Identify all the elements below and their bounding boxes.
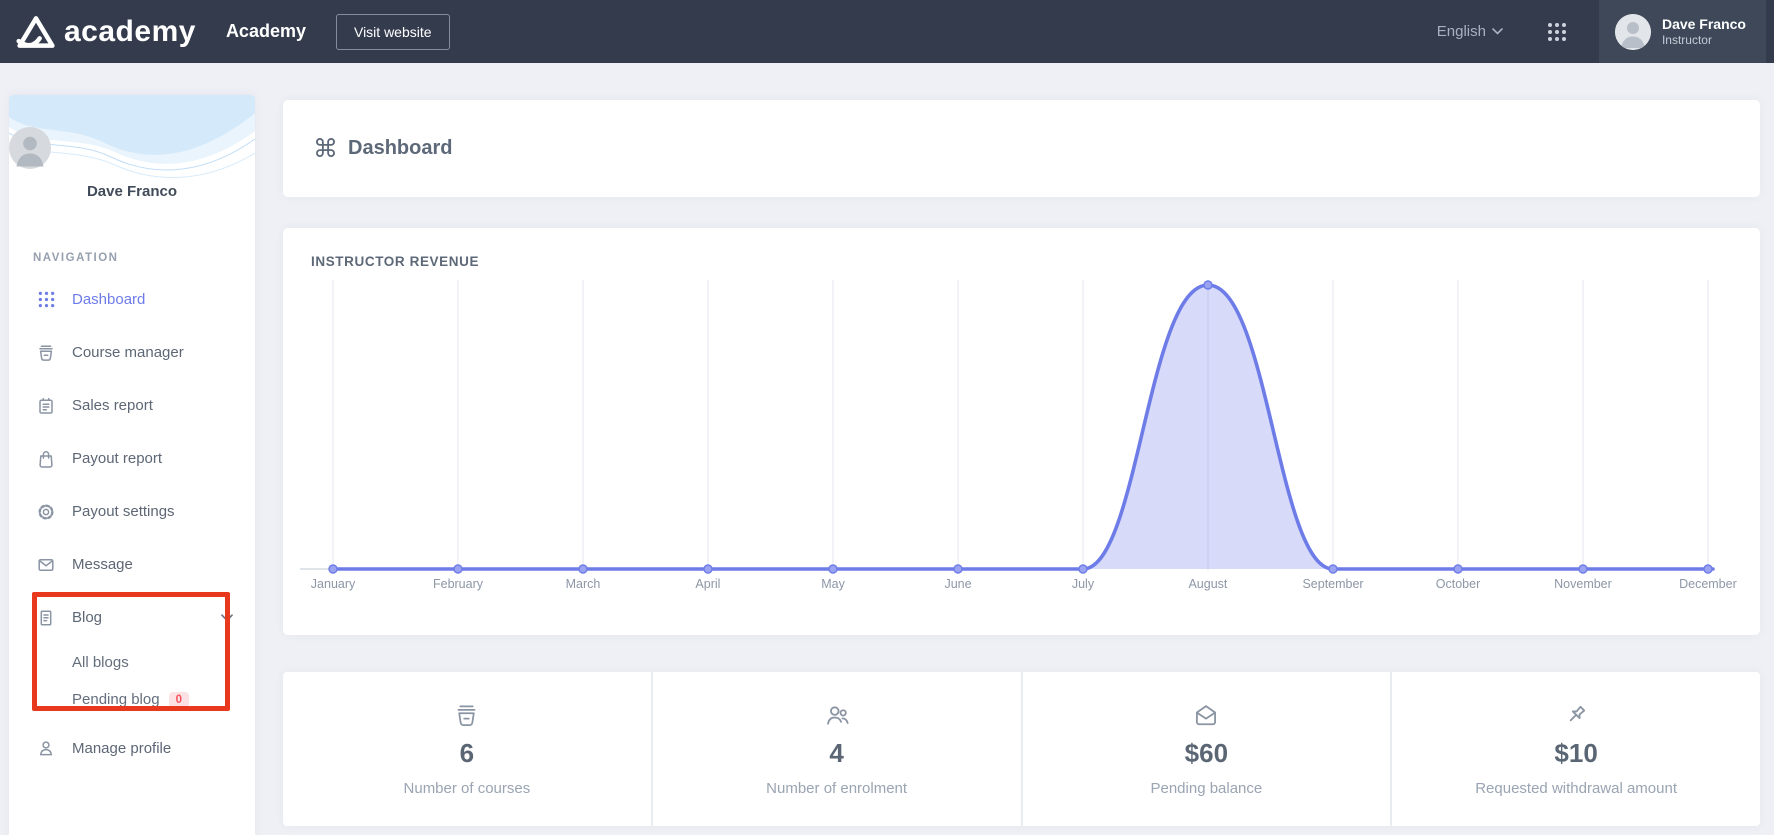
x-tick: January [310,577,356,591]
chart-title: INSTRUCTOR REVENUE [311,254,480,269]
stats-row: 6 Number of courses 4 Number of enrolmen… [283,672,1760,826]
stat-label: Number of enrolment [766,780,908,797]
sidebar-item-payout-report[interactable]: Payout report [9,432,255,485]
x-tick: April [695,577,721,591]
x-tick: June [944,577,972,591]
stat-requested-withdrawal: $10 Requested withdrawal amount [1390,672,1760,826]
page-header-card: ⌘ Dashboard [283,100,1760,197]
sidebar-item-label: Message [72,556,133,573]
user-name: Dave Franco [1661,15,1746,32]
sidebar-avatar[interactable] [9,127,255,169]
command-icon: ⌘ [313,134,338,163]
inbox-icon [1192,701,1220,729]
person-icon [36,738,56,758]
x-tick: August [1188,577,1228,591]
bag-icon [36,449,56,469]
chevron-down-icon [221,613,233,622]
sidebar-profile: Dave Franco [9,95,255,200]
sidebar-item-label: Manage profile [72,739,172,757]
basket-icon [36,343,56,363]
grid-dots-icon [36,290,56,310]
basket-icon [453,701,480,729]
sidebar-item-manage-profile[interactable]: Manage profile [9,724,255,772]
sidebar-item-label: Course manager [72,344,184,361]
stat-value: $60 [1184,738,1229,768]
sub-item-label: Pending blog [72,691,160,708]
x-tick: February [432,577,484,591]
sidebar-item-label: Blog [72,609,103,626]
sidebar-item-course-manager[interactable]: Course manager [9,326,255,379]
sub-item-label: All blogs [72,654,129,671]
people-icon [823,701,851,729]
sidebar: Dave Franco NAVIGATION Dashboard [9,95,255,835]
academy-logo-icon [16,14,56,50]
stat-label: Pending balance [1150,780,1263,797]
main-content: ⌘ Dashboard INSTRUCTOR REVENUE [283,63,1760,835]
academy-logo[interactable]: academy [0,14,196,50]
sidebar-item-blog[interactable]: Blog [9,591,255,644]
apps-grid-icon[interactable] [1547,22,1567,42]
x-tick: March [565,577,601,591]
page-title: Dashboard [348,137,453,159]
stat-pending-balance: $60 Pending balance [1020,672,1391,826]
stat-label: Number of courses [403,780,531,797]
user-role: Instructor [1661,32,1712,47]
x-tick: October [1435,577,1481,591]
envelope-icon [36,555,56,575]
stat-number-of-courses: 6 Number of courses [283,672,651,826]
document-icon [36,608,56,628]
gear-icon [36,502,56,522]
app-name: Academy [225,21,306,41]
navigation-section-label: NAVIGATION [33,252,119,264]
instructor-revenue-card: INSTRUCTOR REVENUE [283,228,1760,635]
pin-icon [1562,701,1590,729]
sidebar-profile-name: Dave Franco [86,183,178,200]
language-label: English [1436,23,1486,40]
visit-website-button[interactable]: Visit website [335,13,450,50]
user-avatar [1614,13,1651,50]
stat-value: 6 [459,738,475,768]
revenue-area-chart [300,280,1715,574]
x-tick: September [1302,577,1364,591]
language-selector[interactable]: English [1437,23,1503,40]
sidebar-item-label: Payout settings [72,503,175,520]
stat-value: 4 [829,738,844,768]
stat-value: $10 [1554,738,1598,768]
pending-blog-count-badge: 0 [168,691,189,708]
sidebar-subitem-pending-blog[interactable]: Pending blog 0 [9,681,255,718]
sidebar-item-label: Dashboard [72,291,146,308]
top-navbar: academy Academy Visit website English [0,0,1774,63]
x-tick: July [1071,577,1095,591]
sidebar-item-message[interactable]: Message [9,538,255,591]
sidebar-menu: Dashboard Course manager [9,273,255,772]
sidebar-item-label: Sales report [72,397,153,414]
revenue-chart[interactable]: January February March April May June Ju… [300,277,1743,601]
sidebar-item-payout-settings[interactable]: Payout settings [9,485,255,538]
x-tick: December [1679,577,1737,591]
clipboard-icon [36,396,56,416]
logo-wordmark: academy [64,14,196,48]
chevron-down-icon [1492,28,1503,35]
x-tick: May [821,577,845,591]
user-menu[interactable]: Dave Franco Instructor [1598,0,1766,63]
sidebar-item-label: Payout report [72,450,163,467]
stat-label: Requested withdrawal amount [1475,780,1678,797]
navbar-right: English [1437,0,1766,63]
stat-number-of-enrolment: 4 Number of enrolment [650,672,1021,826]
chart-x-axis-labels: January February March April May June Ju… [300,577,1743,601]
x-tick: November [1554,577,1612,591]
sidebar-item-sales-report[interactable]: Sales report [9,379,255,432]
sidebar-subitem-all-blogs[interactable]: All blogs [9,644,255,681]
sidebar-item-dashboard[interactable]: Dashboard [9,273,255,326]
